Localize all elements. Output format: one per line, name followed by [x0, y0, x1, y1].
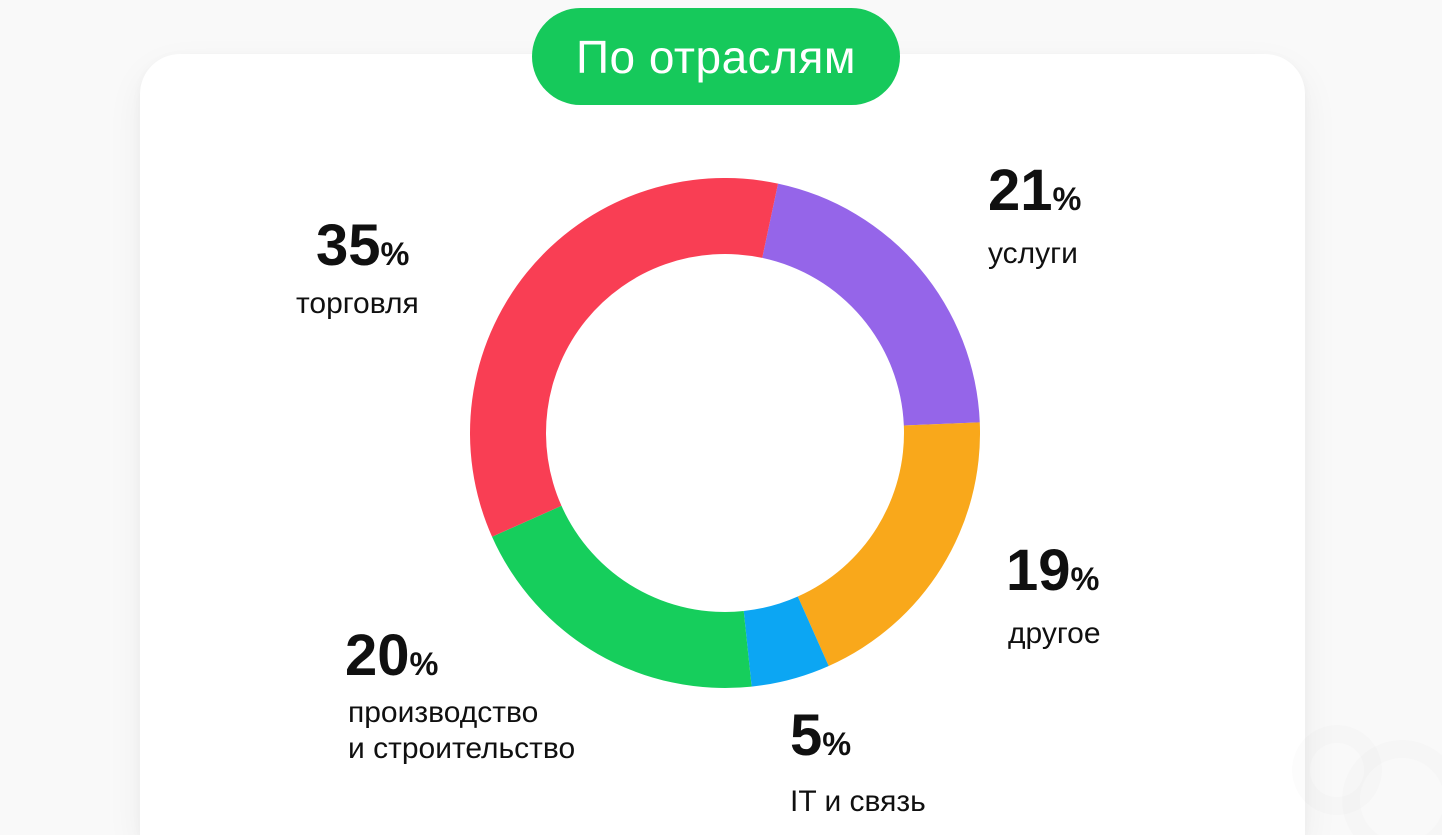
- slice-label-manufacturing: производство и строительство: [348, 696, 576, 765]
- slice-value-services-percent-sign: %: [1052, 181, 1082, 217]
- title-badge-label: По отраслям: [575, 30, 857, 83]
- slice-value-trade-number: 35: [316, 213, 381, 278]
- slice-value-services-number: 21: [988, 158, 1053, 223]
- donut-slice-2: [797, 422, 980, 666]
- slice-label-trade: торговля: [296, 287, 419, 320]
- slice-value-other-percent-sign: %: [1070, 561, 1100, 597]
- donut-slice-3: [743, 596, 829, 687]
- slice-value-other: 19%: [1006, 542, 1099, 600]
- slice-value-trade-percent-sign: %: [380, 236, 410, 272]
- title-badge: По отраслям: [532, 8, 900, 105]
- watermark-pattern: [1292, 685, 1442, 835]
- watermark-circle: [1292, 725, 1382, 815]
- slice-value-it-percent-sign: %: [822, 726, 852, 762]
- slice-label-services: услуги: [988, 237, 1078, 270]
- slice-value-other-number: 19: [1006, 538, 1071, 603]
- slice-value-services: 21%: [988, 162, 1081, 220]
- donut-slice-5: [470, 178, 779, 537]
- donut-chart: [470, 178, 980, 688]
- watermark-circle: [1342, 740, 1442, 835]
- slice-value-it: 5%: [790, 707, 851, 765]
- slice-value-trade: 35%: [316, 217, 409, 275]
- slice-label-it: IT и связь: [790, 785, 926, 818]
- donut-slice-1: [762, 183, 980, 426]
- slice-value-it-number: 5: [790, 703, 823, 768]
- slice-value-manufacturing: 20%: [345, 627, 438, 685]
- slice-label-other: другое: [1008, 617, 1101, 650]
- slice-value-manufacturing-number: 20: [345, 623, 410, 688]
- donut-slice-4: [492, 505, 752, 688]
- slice-value-manufacturing-percent-sign: %: [409, 646, 439, 682]
